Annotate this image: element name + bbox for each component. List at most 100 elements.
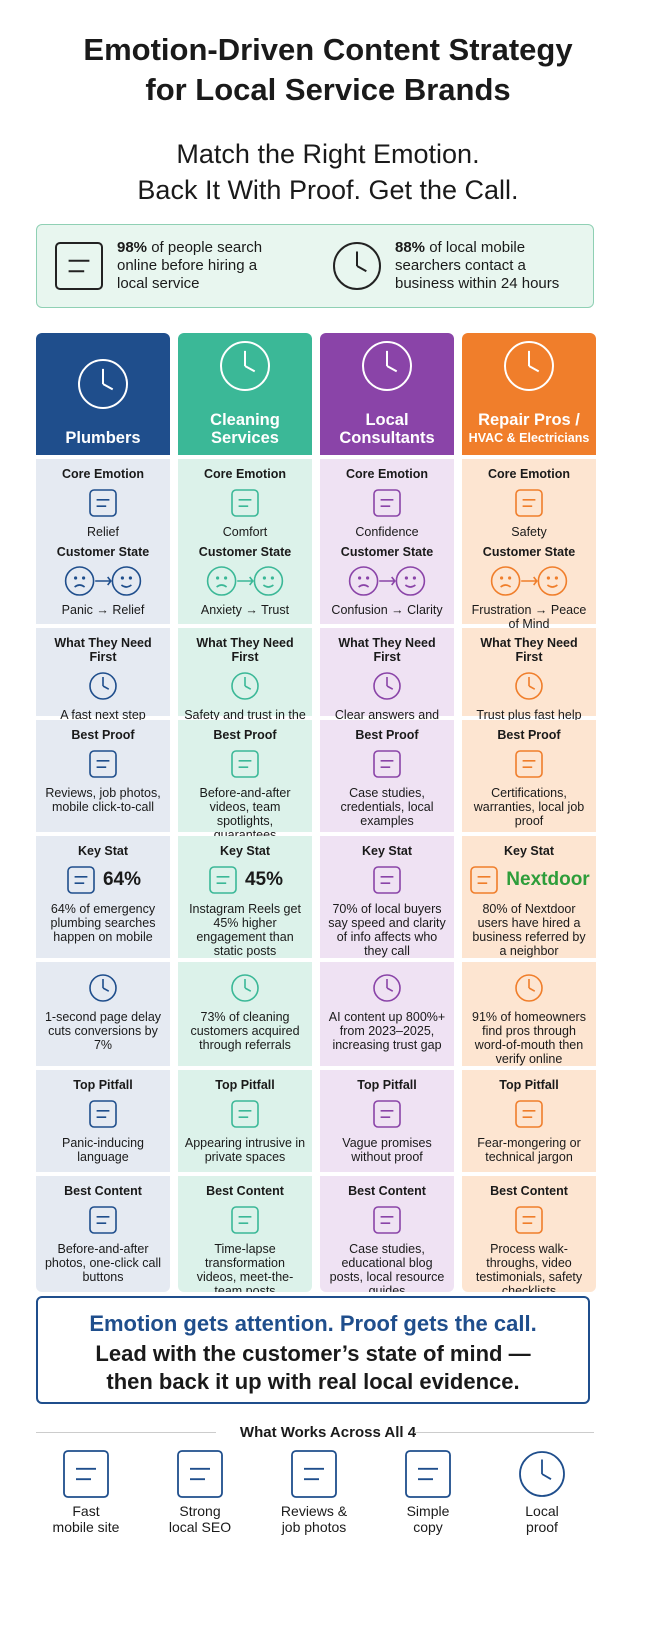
icon xyxy=(333,242,381,290)
section-text: 73% of cleaning customers acquired throu… xyxy=(190,1010,300,1052)
section-text: Panic-inducing language xyxy=(62,1136,144,1164)
stat: 88% of local mobile searchers contact a … xyxy=(315,225,593,307)
section-label: Core Emotion xyxy=(204,467,286,481)
header-icon xyxy=(360,339,414,397)
icon-row xyxy=(513,487,545,519)
icon-row xyxy=(206,565,284,597)
icon xyxy=(64,566,142,596)
section-text: Before-and-after photos, one-click call … xyxy=(44,1242,162,1284)
icon-row xyxy=(513,1204,545,1236)
icon xyxy=(209,866,237,894)
icon xyxy=(348,566,426,596)
column-name: Services xyxy=(211,429,279,447)
icon-row xyxy=(87,670,119,702)
icon xyxy=(373,974,401,1002)
icon-row xyxy=(229,972,261,1004)
work-item: Strong local SEO xyxy=(150,1448,250,1535)
section-text: Confusion → Clarity xyxy=(331,603,443,617)
icon xyxy=(177,1450,223,1498)
section-label: Key Stat xyxy=(361,844,413,858)
cell: Core Emotion Relief Customer State Panic → … xyxy=(36,459,170,624)
icon-row xyxy=(87,1204,119,1236)
section-text: 91% of homeowners find pros through word… xyxy=(472,1010,586,1066)
work-label: copy xyxy=(413,1519,443,1535)
section-text: Instagram Reels get 45% higher engagemen… xyxy=(189,902,301,958)
cell: AI content up 800%+ from 2023–2025, incr… xyxy=(320,962,454,1066)
icon xyxy=(89,672,117,700)
cell: Core Emotion Comfort Customer State Anxiety… xyxy=(178,459,312,624)
cell: What They Need First Trust plus fast help xyxy=(462,628,596,722)
work-label: Simple xyxy=(406,1503,450,1519)
section-label: Best Content xyxy=(206,1184,284,1198)
section-label: Core Emotion xyxy=(62,467,144,481)
cell: Top Pitfall Fear-mongering or technical j… xyxy=(462,1070,596,1172)
icon xyxy=(504,341,554,391)
section-label: Key Stat xyxy=(503,844,555,858)
works: Fast mobile site Strong local SEO Reviews & j… xyxy=(36,1448,592,1535)
icon-row xyxy=(513,670,545,702)
column-name: Cleaning xyxy=(210,411,280,429)
icon xyxy=(231,974,259,1002)
icon xyxy=(55,242,103,290)
icon xyxy=(515,1100,543,1128)
cell: Best Proof Certifications, warranties, lo… xyxy=(462,720,596,832)
section-text: Case studies, educational blog posts, lo… xyxy=(329,1242,445,1292)
icon-row xyxy=(513,1098,545,1130)
icon xyxy=(89,974,117,1002)
icon-row xyxy=(371,487,403,519)
column-name: Consultants xyxy=(339,429,435,447)
subtitle-line: Match the Right Emotion. xyxy=(176,139,480,169)
section-label: Best Proof xyxy=(213,728,277,742)
icon xyxy=(231,1206,259,1234)
icon xyxy=(231,1100,259,1128)
column-name: HVAC & Electricians xyxy=(468,431,590,445)
icon-row xyxy=(348,565,426,597)
work-label: local SEO xyxy=(168,1519,232,1535)
icon-row xyxy=(87,1098,119,1130)
icon xyxy=(220,341,270,391)
section-text: Anxiety → Trust xyxy=(200,603,290,617)
section-label: Core Emotion xyxy=(346,467,428,481)
callout-line: then back it up with real local evidence… xyxy=(106,1369,520,1394)
cell: Best Proof Case studies, credentials, loc… xyxy=(320,720,454,832)
section-label: Key Stat xyxy=(219,844,271,858)
section-text: Trust plus fast help xyxy=(476,708,582,722)
icon xyxy=(231,750,259,778)
icon xyxy=(291,1450,337,1498)
section-label: What They Need First xyxy=(338,636,436,664)
work-item: Local proof xyxy=(492,1448,592,1535)
section-label: Best Content xyxy=(348,1184,426,1198)
work-item: Fast mobile site xyxy=(36,1448,136,1535)
stat-description: of people search online before hiring a … xyxy=(117,239,263,292)
section-label: What They Need First xyxy=(54,636,152,664)
icon xyxy=(78,359,128,409)
icon xyxy=(515,489,543,517)
icon-row xyxy=(513,748,545,780)
stat-description: of local mobile searchers contact a busi… xyxy=(395,239,560,292)
column-name: Repair Pros / xyxy=(478,411,580,429)
cell: Top Pitfall Appearing intrusive in privat… xyxy=(178,1070,312,1172)
work-label: mobile site xyxy=(52,1519,120,1535)
section-text: 64% of emergency plumbing searches happe… xyxy=(50,902,156,944)
section-text: Time-lapse transformation videos, meet-t… xyxy=(196,1242,294,1292)
header-icon xyxy=(218,339,272,397)
section-label: Best Proof xyxy=(71,728,135,742)
stat-box: 98% of people search online before hirin… xyxy=(36,224,594,308)
section-text: Fear-mongering or technical jargon xyxy=(477,1136,581,1164)
column-name: Plumbers xyxy=(65,429,141,447)
icon xyxy=(89,1206,117,1234)
section-label: Top Pitfall xyxy=(73,1078,133,1092)
header-icon xyxy=(502,339,556,397)
icon-row xyxy=(513,972,545,1004)
key-stat: Nextdoor xyxy=(506,869,590,890)
column-header: Cleaning Services xyxy=(178,333,312,455)
icon-row xyxy=(371,972,403,1004)
icon-row xyxy=(371,670,403,702)
icon xyxy=(373,672,401,700)
icon xyxy=(373,489,401,517)
section-label: Top Pitfall xyxy=(499,1078,559,1092)
header-icon xyxy=(76,357,130,415)
icon xyxy=(515,750,543,778)
work-item: Reviews & job photos xyxy=(264,1448,364,1535)
